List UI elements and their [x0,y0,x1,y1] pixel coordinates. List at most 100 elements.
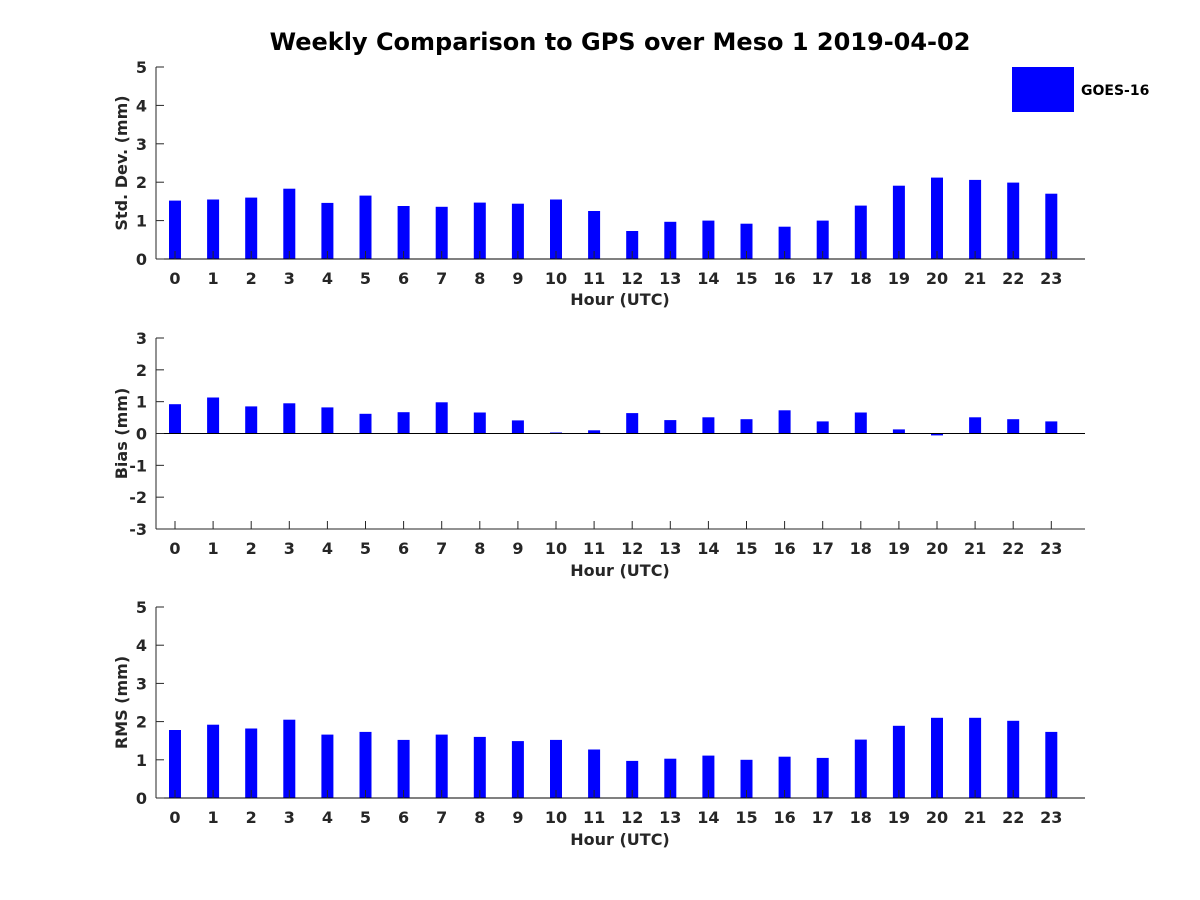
x-tick-label: 4 [322,269,333,288]
bar-hour-20 [931,177,943,259]
y-tick-label: 3 [136,674,147,693]
bar-hour-10 [550,739,562,798]
bar-hour-23 [1045,421,1058,434]
bar-hour-20 [931,433,943,436]
y-tick-label: 0 [136,425,147,444]
x-tick-label: 11 [583,269,605,288]
y-tick-label: 0 [136,250,147,269]
x-tick-label: 18 [850,539,872,558]
bar-hour-6 [397,206,410,259]
bar-hour-21 [969,717,982,798]
bar-hour-15 [740,223,753,259]
x-tick-label: 9 [512,539,523,558]
x-tick-label: 17 [812,539,834,558]
x-tick-label: 11 [583,539,605,558]
bar-hour-6 [397,412,410,434]
x-tick-label: 4 [322,539,333,558]
bar-hour-0 [169,200,181,259]
x-tick-label: 14 [697,808,719,827]
x-tick-label: 18 [850,808,872,827]
x-tick-label: 22 [1002,808,1024,827]
y-tick-label: 4 [136,96,147,115]
x-tick-label: 0 [169,808,180,827]
x-tick-label: 3 [284,808,295,827]
x-tick-label: 21 [964,539,986,558]
bar-hour-17 [816,757,829,798]
bar-hour-10 [550,199,562,259]
bar-hour-3 [283,403,296,434]
bar-hour-23 [1045,193,1058,259]
bar-hour-6 [397,739,410,798]
x-tick-label: 9 [512,808,523,827]
x-tick-label: 2 [246,269,257,288]
x-tick-label: 21 [964,269,986,288]
y-tick-label: -3 [129,520,147,539]
x-axis-title: Hour (UTC) [570,290,670,309]
x-tick-label: 7 [436,808,447,827]
y-tick-label: -1 [129,456,147,475]
bar-hour-1 [207,199,220,259]
x-tick-label: 23 [1040,808,1062,827]
x-tick-label: 10 [545,269,567,288]
x-tick-label: 15 [735,539,757,558]
bar-hour-7 [435,206,448,259]
bar-hour-4 [321,734,334,798]
x-tick-label: 1 [208,269,219,288]
x-tick-label: 15 [735,269,757,288]
x-tick-label: 20 [926,808,948,827]
x-tick-label: 0 [169,539,180,558]
bar-hour-12 [626,413,639,434]
legend-label: GOES-16 [1081,83,1149,99]
bar-hour-14 [702,220,715,259]
x-tick-label: 23 [1040,269,1062,288]
bar-hour-9 [511,420,524,434]
x-tick-label: 4 [322,808,333,827]
y-tick-label: 1 [136,751,147,770]
bar-hour-7 [435,402,448,434]
legend-swatch [1012,67,1074,112]
x-tick-label: 6 [398,539,409,558]
x-tick-label: 5 [360,269,371,288]
bar-hour-9 [511,203,524,259]
y-axis-title: RMS (mm) [112,656,131,749]
bar-hour-7 [435,734,448,798]
bar-hour-9 [511,741,524,798]
bar-hour-12 [626,760,639,798]
bar-hour-16 [778,226,791,259]
x-tick-label: 12 [621,808,643,827]
bar-hour-23 [1045,731,1058,798]
y-tick-label: 2 [136,361,147,380]
x-tick-label: 5 [360,539,371,558]
bar-hour-22 [1007,419,1020,434]
y-tick-label: -2 [129,488,147,507]
bar-hour-11 [588,749,601,798]
x-tick-label: 7 [436,269,447,288]
bar-hour-5 [359,413,372,434]
x-tick-label: 10 [545,539,567,558]
x-tick-label: 15 [735,808,757,827]
bar-hour-19 [892,725,905,798]
bar-hour-18 [854,412,867,434]
bar-hour-8 [473,202,486,259]
y-tick-label: 5 [136,598,147,617]
bar-hour-1 [207,724,220,798]
x-tick-label: 12 [621,269,643,288]
bar-hour-20 [931,717,943,798]
bar-hour-2 [245,406,258,434]
x-tick-label: 17 [812,269,834,288]
bar-hour-3 [283,188,296,259]
x-tick-label: 6 [398,808,409,827]
x-axis-title: Hour (UTC) [570,830,670,849]
bar-hour-22 [1007,182,1020,259]
x-tick-label: 21 [964,808,986,827]
bar-hour-0 [169,730,181,798]
bar-hour-8 [473,736,486,798]
x-tick-label: 16 [773,808,795,827]
bar-hour-18 [854,205,867,259]
bar-hour-13 [664,221,677,259]
x-tick-label: 23 [1040,539,1062,558]
bar-hour-22 [1007,720,1020,798]
x-tick-label: 8 [474,808,485,827]
bar-hour-2 [245,197,258,259]
x-tick-label: 3 [284,539,295,558]
